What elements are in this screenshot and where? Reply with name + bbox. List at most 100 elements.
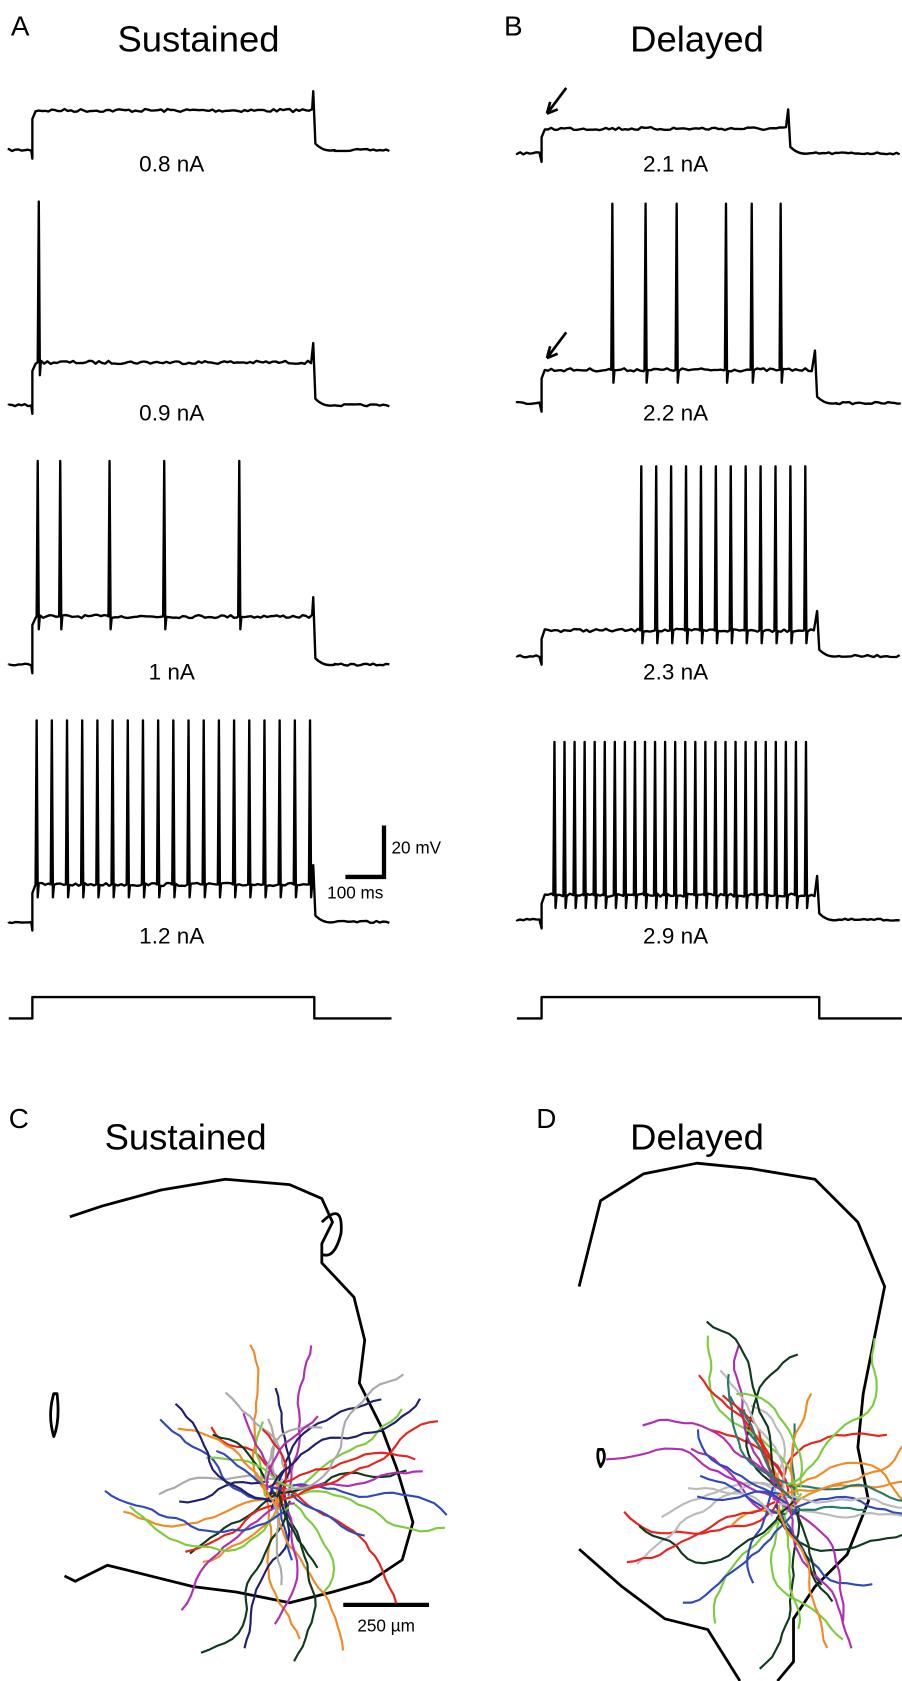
panel-title: Sustained bbox=[117, 18, 279, 59]
dendrite bbox=[706, 1335, 800, 1496]
dendrite bbox=[215, 1449, 282, 1490]
dendrite bbox=[284, 1490, 446, 1533]
dendrite bbox=[294, 1503, 336, 1593]
dendrite bbox=[202, 1482, 280, 1563]
dendrite bbox=[177, 1427, 281, 1511]
dendrite bbox=[642, 1418, 783, 1488]
dendrite bbox=[606, 1447, 781, 1501]
dendrite bbox=[732, 1344, 798, 1506]
voltage-trace bbox=[515, 740, 900, 930]
dendrite bbox=[719, 1369, 786, 1497]
dendrite bbox=[687, 1486, 774, 1517]
dendrite bbox=[712, 1492, 803, 1624]
dendrite bbox=[265, 1415, 319, 1491]
dendrite bbox=[779, 1502, 902, 1519]
dendrite bbox=[277, 1492, 319, 1569]
outline bbox=[596, 1448, 606, 1468]
panel-title: Delayed bbox=[630, 18, 764, 59]
dendrite bbox=[782, 1495, 902, 1509]
current-label: 2.3 nA bbox=[643, 660, 708, 685]
voltage-trace bbox=[515, 202, 901, 413]
dendrite bbox=[791, 1504, 823, 1586]
dendrite bbox=[626, 1500, 776, 1564]
panel-letter: B bbox=[504, 10, 523, 41]
dendrite bbox=[696, 1490, 788, 1505]
dendrite bbox=[698, 1374, 787, 1500]
dendrite bbox=[746, 1486, 775, 1584]
panel-title: Delayed bbox=[630, 1116, 764, 1157]
dendrite bbox=[274, 1497, 345, 1651]
stimulus bbox=[8, 995, 392, 1020]
dendrite bbox=[180, 1502, 295, 1611]
dendrite bbox=[290, 1493, 365, 1537]
dendrite bbox=[661, 1481, 787, 1519]
dendrite bbox=[769, 1510, 844, 1641]
panel-letter: D bbox=[536, 1103, 556, 1134]
outline bbox=[63, 1177, 415, 1605]
scale-label: 250 µm bbox=[357, 1616, 415, 1636]
dendrite bbox=[179, 1479, 269, 1504]
scale-bar bbox=[345, 825, 387, 880]
voltage-trace bbox=[515, 465, 901, 666]
dendrite bbox=[781, 1432, 888, 1491]
dendrite bbox=[721, 1394, 794, 1491]
dendrite bbox=[128, 1505, 290, 1553]
current-label: 1 nA bbox=[149, 660, 195, 685]
current-label: 0.9 nA bbox=[139, 400, 204, 425]
dendrite bbox=[742, 1409, 793, 1500]
scale-label: 100 ms bbox=[327, 882, 383, 902]
dendrite bbox=[271, 1486, 398, 1604]
current-label: 2.9 nA bbox=[643, 923, 708, 948]
dendrite bbox=[791, 1461, 902, 1501]
dendrite bbox=[789, 1505, 867, 1513]
dendrite bbox=[158, 1474, 284, 1496]
dendrite bbox=[200, 1500, 291, 1654]
scale-label: 20 mV bbox=[392, 837, 442, 857]
dendrite bbox=[189, 1489, 282, 1555]
arrow bbox=[545, 331, 568, 360]
voltage-trace bbox=[7, 719, 390, 932]
dendrite bbox=[159, 1418, 274, 1502]
dendrite bbox=[777, 1504, 829, 1649]
dendrite bbox=[696, 1429, 797, 1501]
dendrite bbox=[682, 1505, 799, 1604]
dendrite bbox=[104, 1489, 289, 1534]
dendrite bbox=[280, 1420, 439, 1501]
outline bbox=[49, 1392, 60, 1438]
dendrite bbox=[267, 1418, 279, 1486]
current-label: 0.8 nA bbox=[139, 152, 204, 177]
dendrite bbox=[266, 1398, 421, 1503]
dendrite bbox=[786, 1338, 878, 1487]
dendrite bbox=[123, 1497, 271, 1528]
dendrite bbox=[638, 1500, 795, 1565]
dendrite bbox=[736, 1392, 804, 1488]
dendrite bbox=[296, 1470, 423, 1488]
dendrite bbox=[212, 1433, 269, 1484]
voltage-trace bbox=[515, 108, 901, 164]
arrow bbox=[545, 87, 568, 115]
dendrite bbox=[261, 1428, 288, 1508]
voltage-trace bbox=[7, 459, 390, 675]
dendrite bbox=[266, 1469, 407, 1495]
voltage-trace bbox=[7, 200, 390, 415]
panel-letter: A bbox=[11, 10, 30, 41]
dendrite bbox=[782, 1495, 853, 1649]
dendrite bbox=[284, 1373, 405, 1492]
current-label: 2.2 nA bbox=[643, 400, 708, 425]
dendrite bbox=[775, 1516, 834, 1603]
dendrite bbox=[288, 1408, 403, 1499]
panel-title: Sustained bbox=[105, 1116, 267, 1157]
dendrite bbox=[269, 1387, 292, 1511]
stimulus bbox=[516, 995, 902, 1020]
dendrite bbox=[224, 1391, 290, 1480]
dendrite bbox=[789, 1392, 813, 1510]
dendrite bbox=[705, 1320, 778, 1487]
current-label: 2.1 nA bbox=[643, 152, 708, 177]
dendrite bbox=[287, 1345, 313, 1496]
voltage-trace bbox=[7, 89, 390, 160]
dendrite bbox=[284, 1499, 317, 1662]
current-label: 1.2 nA bbox=[139, 923, 204, 948]
dendrite bbox=[781, 1494, 802, 1630]
